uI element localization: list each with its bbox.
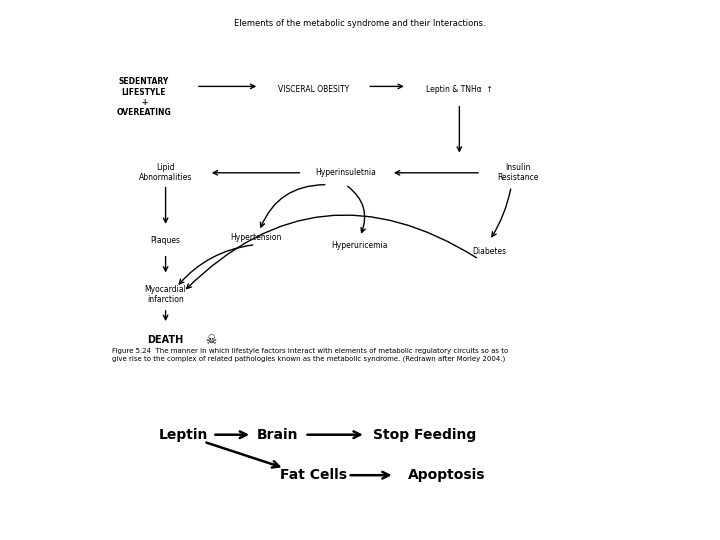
Text: Diabetes: Diabetes (472, 247, 507, 255)
Text: Leptin & TNHα  ↑: Leptin & TNHα ↑ (426, 85, 492, 93)
Text: VISCERAL OBESITY: VISCERAL OBESITY (278, 85, 348, 93)
Text: Apoptosis: Apoptosis (408, 468, 485, 482)
Text: Elements of the metabolic syndrome and their Interactions.: Elements of the metabolic syndrome and t… (234, 19, 486, 29)
Text: SEDENTARY
LIFESTYLE
+
OVEREATING: SEDENTARY LIFESTYLE + OVEREATING (117, 77, 171, 117)
Text: Figure 5.24  The manner in which lifestyle factors interact with elements of met: Figure 5.24 The manner in which lifestyl… (112, 348, 508, 362)
Text: Myocardial
infarction: Myocardial infarction (145, 285, 186, 304)
Text: Stop Feeding: Stop Feeding (373, 428, 477, 442)
Text: Hyperinsuletnia: Hyperinsuletnia (315, 168, 376, 177)
Text: Brain: Brain (256, 428, 298, 442)
Text: Hypertension: Hypertension (230, 233, 282, 242)
Text: Lipid
Abnormalities: Lipid Abnormalities (139, 163, 192, 183)
Text: DEATH: DEATH (148, 335, 184, 345)
Text: Leptin: Leptin (159, 428, 208, 442)
Text: Insulin
Resistance: Insulin Resistance (498, 163, 539, 183)
Text: Plaques: Plaques (150, 236, 181, 245)
Text: Hyperuricemia: Hyperuricemia (332, 241, 388, 250)
Text: ☠: ☠ (205, 334, 217, 347)
Text: Fat Cells: Fat Cells (279, 468, 347, 482)
